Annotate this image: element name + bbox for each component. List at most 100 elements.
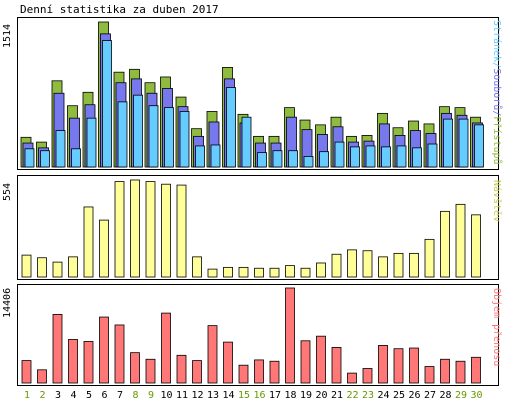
kbytes-bar bbox=[455, 360, 466, 384]
hits-bar bbox=[427, 143, 438, 168]
day-tick-label: 13 bbox=[207, 390, 219, 401]
sites-bar bbox=[83, 206, 94, 278]
hits-bar bbox=[396, 145, 407, 168]
kbytes-bar bbox=[145, 358, 156, 384]
sites-bar bbox=[52, 261, 63, 278]
hits-bar bbox=[226, 87, 236, 168]
hits-bar bbox=[412, 147, 422, 168]
kbytes-bar bbox=[37, 369, 47, 384]
day-tick-label: 4 bbox=[70, 390, 76, 401]
day-tick-label: 10 bbox=[160, 390, 172, 401]
sites-bar bbox=[207, 268, 218, 278]
sites-bar bbox=[192, 256, 202, 278]
sites-bar bbox=[114, 181, 125, 278]
day-tick-label: 6 bbox=[101, 390, 107, 401]
hits-bar bbox=[288, 150, 298, 168]
hits-bar bbox=[241, 116, 252, 168]
day-tick-label: 3 bbox=[55, 390, 61, 401]
sites-bar bbox=[316, 262, 326, 278]
sites-bar bbox=[300, 267, 311, 278]
day-tick-label: 19 bbox=[300, 390, 312, 401]
hits-bar bbox=[443, 118, 453, 168]
kbytes-bar bbox=[269, 360, 280, 384]
hits-bar bbox=[148, 105, 159, 168]
day-tick-label: 25 bbox=[393, 390, 405, 401]
sites-bar bbox=[362, 250, 373, 278]
sites-bar bbox=[347, 249, 357, 278]
sites-bar bbox=[269, 267, 280, 278]
sites-bar bbox=[68, 256, 78, 278]
sites-bar bbox=[21, 254, 32, 278]
kbytes-bar bbox=[223, 341, 233, 384]
day-tick-label: 26 bbox=[408, 390, 420, 401]
sites-panel bbox=[17, 175, 499, 280]
hits-bar bbox=[102, 40, 112, 168]
kbytes-bar bbox=[83, 341, 94, 384]
kbytes-bar bbox=[471, 356, 481, 384]
hits-bar bbox=[257, 152, 267, 168]
day-tick-label: 24 bbox=[377, 390, 389, 401]
sites-bar bbox=[37, 257, 47, 278]
kbytes-bar bbox=[362, 368, 373, 384]
kbytes-bar bbox=[331, 346, 342, 384]
hits-bar bbox=[474, 124, 484, 168]
sites-bar bbox=[176, 184, 187, 278]
hits-bar bbox=[24, 148, 35, 168]
kbytes-bar bbox=[52, 314, 63, 384]
kbytes-bar bbox=[114, 324, 125, 384]
sites-bar bbox=[471, 214, 481, 278]
sites-bar bbox=[285, 265, 295, 278]
hits-bar bbox=[319, 151, 329, 168]
day-tick-label: 7 bbox=[117, 390, 123, 401]
hits-bar bbox=[71, 148, 81, 168]
hits-bar bbox=[303, 156, 314, 168]
day-tick-label: 18 bbox=[284, 390, 296, 401]
day-tick-label: 15 bbox=[238, 390, 250, 401]
sites-bar bbox=[331, 253, 342, 278]
kbytes-bar bbox=[424, 366, 435, 384]
hits-bar bbox=[210, 144, 221, 168]
day-tick-label: 29 bbox=[455, 390, 467, 401]
kbytes-bar bbox=[176, 354, 187, 384]
hits-bar bbox=[458, 118, 469, 168]
kbytes-bar bbox=[347, 372, 357, 384]
page-title: Denní statistika za duben 2017 bbox=[20, 3, 219, 16]
hits-bar bbox=[164, 107, 174, 168]
kbytes-bar bbox=[409, 347, 419, 384]
kbytes-bar bbox=[285, 287, 295, 384]
day-tick-label: 14 bbox=[222, 390, 234, 401]
kbytes-bar bbox=[192, 360, 202, 384]
kbytes-bar bbox=[378, 345, 388, 384]
hits-bar bbox=[117, 101, 128, 168]
kbytes-bar bbox=[68, 339, 78, 384]
hits-bar bbox=[350, 146, 360, 168]
sites-bar bbox=[145, 181, 156, 278]
day-tick-label: 30 bbox=[470, 390, 482, 401]
hits-bar bbox=[55, 130, 66, 168]
kbytes-bar bbox=[316, 335, 326, 384]
hits-bar bbox=[40, 150, 50, 168]
sites-bar bbox=[223, 266, 233, 278]
hits-bar bbox=[272, 150, 283, 168]
day-tick-label: 27 bbox=[424, 390, 436, 401]
kbytes-bar bbox=[238, 364, 249, 384]
sites-bar bbox=[409, 252, 419, 278]
kbytes-bar bbox=[207, 325, 218, 384]
day-tick-label: 12 bbox=[191, 390, 203, 401]
day-tick-label: 23 bbox=[362, 390, 374, 401]
hits-bar bbox=[179, 111, 190, 168]
day-tick-label: 1 bbox=[24, 390, 30, 401]
day-tick-label: 21 bbox=[331, 390, 343, 401]
sites-bar bbox=[440, 210, 450, 278]
day-tick-label: 8 bbox=[132, 390, 138, 401]
kbytes-bar bbox=[161, 312, 171, 384]
hits-bar bbox=[381, 146, 391, 168]
day-tick-label: 9 bbox=[148, 390, 154, 401]
kbytes-bar bbox=[99, 316, 109, 384]
kbytes-bar bbox=[300, 340, 311, 384]
sites-bar bbox=[455, 203, 466, 278]
hits-bar bbox=[195, 145, 205, 168]
hits-bar bbox=[133, 94, 143, 168]
kbytes-bar bbox=[130, 352, 140, 384]
hits-files-visits-panel bbox=[17, 17, 499, 170]
